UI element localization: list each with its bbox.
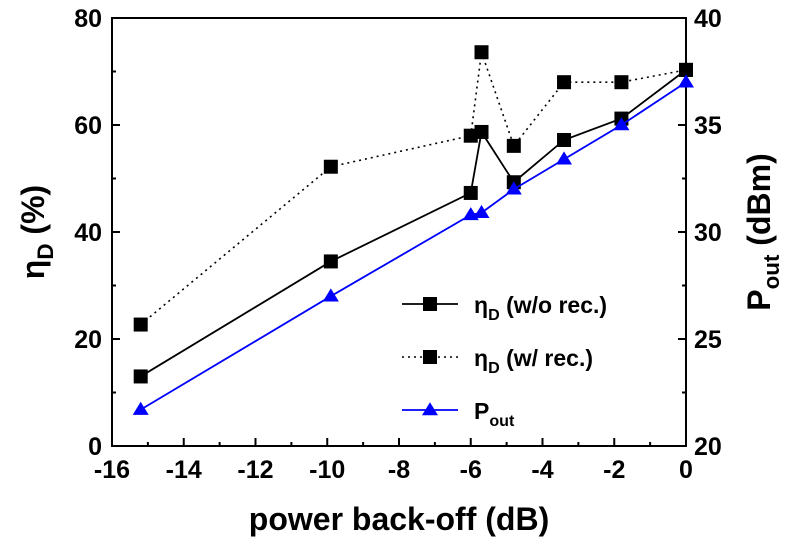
- data-point: [133, 369, 148, 384]
- x-tick-label: -8: [388, 456, 410, 484]
- series-line: [140, 69, 687, 378]
- x-tick-label: -4: [531, 456, 553, 484]
- data-point: [613, 117, 630, 131]
- series-line: [140, 51, 687, 326]
- legend-marker: [423, 350, 437, 364]
- data-point: [323, 159, 338, 174]
- x-tick-label: 0: [679, 456, 693, 484]
- data-point: [474, 45, 489, 60]
- data-point: [556, 151, 573, 165]
- y-left-axis-title: ηD (%): [15, 185, 58, 279]
- data-point: [679, 62, 693, 77]
- y-right-tick-label: 20: [694, 433, 722, 461]
- x-tick-label: -16: [94, 456, 130, 484]
- x-tick-label: -10: [309, 456, 345, 484]
- data-point: [322, 288, 339, 302]
- y-left-tick-label: 40: [74, 219, 102, 247]
- y-left-tick-label: 20: [74, 326, 102, 354]
- data-point: [463, 128, 478, 143]
- x-tick-label: -14: [166, 456, 202, 484]
- legend-item: ηD (w/ rec.): [402, 345, 593, 377]
- y-left-tick-label: 60: [74, 112, 102, 140]
- data-point: [474, 124, 489, 139]
- x-axis-title: power back-off (dB): [249, 501, 549, 537]
- series-line: [140, 81, 687, 411]
- y-left-tick-label: 0: [88, 433, 102, 461]
- data-point: [505, 181, 522, 195]
- data-point: [323, 254, 338, 269]
- series-0: [133, 62, 693, 384]
- series-2: [132, 74, 694, 415]
- data-point: [133, 317, 148, 332]
- legend-label: ηD (w/o rec.): [474, 292, 607, 324]
- legend: ηD (w/o rec.) ηD (w/ rec.) Pout: [402, 292, 607, 430]
- data-point: [678, 74, 694, 88]
- y-right-tick-label: 35: [694, 112, 722, 140]
- x-tick-label: -2: [603, 456, 625, 484]
- series-1: [133, 45, 693, 332]
- data-point: [473, 204, 490, 219]
- y-right-tick-label: 25: [694, 326, 722, 354]
- legend-item: Pout: [402, 398, 515, 430]
- y-right-tick-label: 40: [694, 5, 722, 33]
- legend-item: ηD (w/o rec.): [402, 292, 607, 324]
- legend-label: Pout: [474, 398, 515, 430]
- data-point: [132, 401, 149, 415]
- data-point: [557, 75, 572, 90]
- data-point: [557, 132, 572, 147]
- legend-label: ηD (w/ rec.): [474, 345, 593, 377]
- y-right-axis-title: Pout (dBm): [741, 153, 784, 310]
- data-point: [506, 138, 521, 153]
- x-tick-label: -6: [460, 456, 482, 484]
- x-tick-label: -12: [237, 456, 273, 484]
- data-point: [614, 75, 629, 90]
- legend-marker: [423, 297, 437, 311]
- y-right-tick-label: 30: [694, 219, 722, 247]
- data-point: [463, 185, 478, 200]
- legend-marker: [422, 402, 438, 416]
- y-left-tick-label: 80: [74, 5, 102, 33]
- series-layer: [132, 45, 694, 415]
